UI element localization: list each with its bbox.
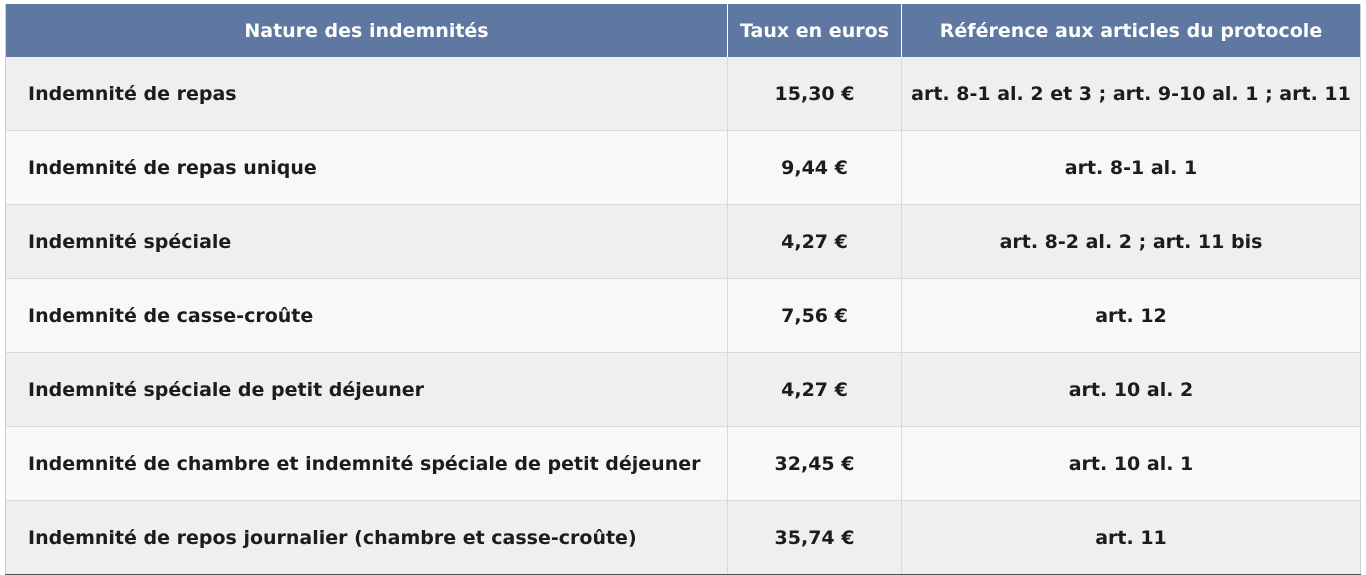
cell-nature: Indemnité de repas	[5, 57, 728, 131]
cell-nature: Indemnité de chambre et indemnité spécia…	[5, 426, 728, 501]
cell-reference: art. 8-1 al. 1	[901, 130, 1361, 205]
table-row: Indemnité spéciale de petit déjeuner 4,2…	[5, 352, 1361, 427]
cell-reference: art. 11	[901, 500, 1361, 575]
header-row: Nature des indemnités Taux en euros Réfé…	[5, 4, 1361, 57]
indemnity-table-container: Nature des indemnités Taux en euros Réfé…	[5, 4, 1361, 575]
cell-taux: 15,30 €	[727, 57, 902, 131]
table-row: Indemnité spéciale 4,27 € art. 8-2 al. 2…	[5, 204, 1361, 279]
cell-nature: Indemnité spéciale de petit déjeuner	[5, 352, 728, 427]
column-header-reference: Référence aux articles du protocole	[901, 4, 1361, 57]
table-header: Nature des indemnités Taux en euros Réfé…	[5, 4, 1361, 57]
cell-reference: art. 12	[901, 278, 1361, 353]
table-row: Indemnité de chambre et indemnité spécia…	[5, 426, 1361, 501]
table-body: Indemnité de repas 15,30 € art. 8-1 al. …	[5, 57, 1361, 575]
cell-reference: art. 10 al. 2	[901, 352, 1361, 427]
cell-taux: 4,27 €	[727, 352, 902, 427]
cell-taux: 4,27 €	[727, 204, 902, 279]
indemnity-table: Nature des indemnités Taux en euros Réfé…	[5, 4, 1361, 575]
cell-reference: art. 10 al. 1	[901, 426, 1361, 501]
cell-nature: Indemnité de casse-croûte	[5, 278, 728, 353]
column-header-taux: Taux en euros	[727, 4, 902, 57]
cell-reference: art. 8-1 al. 2 et 3 ; art. 9-10 al. 1 ; …	[901, 57, 1361, 131]
column-header-nature: Nature des indemnités	[5, 4, 728, 57]
cell-reference: art. 8-2 al. 2 ; art. 11 bis	[901, 204, 1361, 279]
table-row: Indemnité de repos journalier (chambre e…	[5, 500, 1361, 575]
cell-taux: 7,56 €	[727, 278, 902, 353]
cell-nature: Indemnité spéciale	[5, 204, 728, 279]
table-row: Indemnité de repas unique 9,44 € art. 8-…	[5, 130, 1361, 205]
table-row: Indemnité de repas 15,30 € art. 8-1 al. …	[5, 57, 1361, 131]
cell-nature: Indemnité de repas unique	[5, 130, 728, 205]
cell-taux: 35,74 €	[727, 500, 902, 575]
cell-nature: Indemnité de repos journalier (chambre e…	[5, 500, 728, 575]
cell-taux: 32,45 €	[727, 426, 902, 501]
cell-taux: 9,44 €	[727, 130, 902, 205]
table-row: Indemnité de casse-croûte 7,56 € art. 12	[5, 278, 1361, 353]
